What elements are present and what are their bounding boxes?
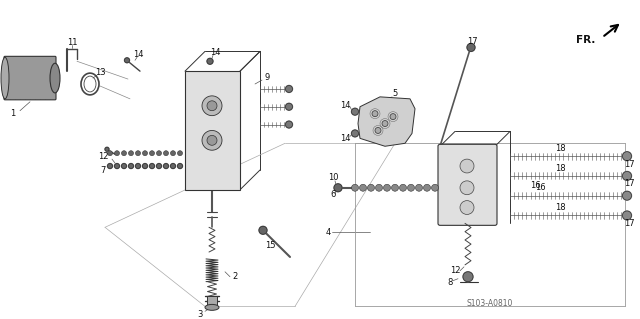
Text: 14: 14 — [340, 134, 350, 143]
Text: 12: 12 — [450, 266, 460, 275]
Circle shape — [157, 164, 161, 168]
Circle shape — [408, 184, 415, 191]
Text: 17: 17 — [624, 160, 634, 168]
Circle shape — [367, 184, 374, 191]
Text: 14: 14 — [210, 48, 220, 57]
Circle shape — [207, 101, 217, 111]
Circle shape — [108, 151, 113, 156]
Circle shape — [115, 151, 120, 156]
Text: 18: 18 — [555, 164, 565, 173]
Circle shape — [150, 164, 154, 168]
Circle shape — [375, 128, 381, 133]
Circle shape — [207, 58, 213, 64]
Ellipse shape — [1, 57, 9, 99]
Bar — [185, 71, 240, 190]
FancyBboxPatch shape — [4, 56, 56, 100]
Ellipse shape — [50, 63, 60, 93]
Circle shape — [143, 164, 147, 168]
Circle shape — [105, 147, 109, 151]
Circle shape — [399, 184, 406, 191]
Circle shape — [122, 151, 127, 156]
Text: 14: 14 — [340, 101, 350, 110]
Circle shape — [623, 191, 632, 200]
Text: 16: 16 — [534, 183, 545, 192]
Circle shape — [334, 184, 342, 192]
FancyBboxPatch shape — [438, 144, 497, 225]
Circle shape — [177, 151, 182, 156]
Text: 16: 16 — [530, 181, 540, 190]
Text: 14: 14 — [132, 50, 143, 59]
Text: 1: 1 — [10, 109, 15, 118]
Circle shape — [431, 184, 438, 191]
Circle shape — [122, 164, 127, 168]
Circle shape — [157, 151, 161, 156]
Text: 8: 8 — [447, 278, 452, 287]
Circle shape — [115, 164, 120, 168]
Circle shape — [382, 121, 388, 127]
Circle shape — [623, 172, 632, 180]
Circle shape — [460, 159, 474, 173]
Text: 7: 7 — [100, 167, 106, 175]
Circle shape — [623, 211, 632, 220]
Circle shape — [136, 164, 141, 168]
Circle shape — [360, 184, 367, 191]
Circle shape — [143, 151, 147, 156]
Text: 3: 3 — [197, 310, 203, 319]
Circle shape — [129, 151, 134, 156]
Text: 15: 15 — [265, 241, 275, 249]
Bar — [207, 296, 217, 306]
Text: 9: 9 — [264, 73, 269, 82]
Text: 17: 17 — [624, 179, 634, 188]
Text: 17: 17 — [467, 37, 477, 46]
Circle shape — [372, 111, 378, 117]
Circle shape — [163, 151, 168, 156]
Text: 13: 13 — [95, 68, 106, 77]
Text: 18: 18 — [555, 144, 565, 153]
Circle shape — [285, 121, 292, 128]
Circle shape — [460, 181, 474, 195]
Circle shape — [170, 151, 175, 156]
Circle shape — [390, 114, 396, 120]
Circle shape — [392, 184, 399, 191]
Text: 5: 5 — [392, 89, 397, 98]
Text: FR.: FR. — [575, 34, 595, 45]
Text: 11: 11 — [67, 38, 77, 47]
Circle shape — [129, 164, 134, 168]
Circle shape — [177, 164, 182, 168]
Text: S103-A0810: S103-A0810 — [467, 299, 513, 308]
Circle shape — [351, 184, 358, 191]
Circle shape — [285, 103, 292, 110]
Circle shape — [136, 151, 141, 156]
Circle shape — [351, 130, 358, 137]
Circle shape — [623, 152, 632, 160]
Circle shape — [259, 226, 267, 234]
Circle shape — [376, 184, 383, 191]
Text: 12: 12 — [98, 152, 108, 161]
Text: 17: 17 — [624, 219, 634, 228]
Text: 10: 10 — [328, 174, 339, 182]
Circle shape — [383, 184, 390, 191]
Text: 4: 4 — [325, 228, 331, 237]
Circle shape — [163, 164, 168, 168]
Circle shape — [150, 151, 154, 156]
Text: 6: 6 — [330, 190, 336, 199]
Circle shape — [207, 135, 217, 145]
Ellipse shape — [205, 304, 219, 310]
Circle shape — [202, 130, 222, 150]
Circle shape — [108, 164, 113, 168]
Circle shape — [463, 272, 473, 282]
Circle shape — [170, 164, 175, 168]
Circle shape — [467, 43, 475, 51]
Circle shape — [351, 108, 358, 115]
Circle shape — [424, 184, 431, 191]
Circle shape — [125, 58, 129, 63]
Text: 2: 2 — [232, 272, 237, 281]
Circle shape — [202, 96, 222, 115]
Circle shape — [415, 184, 422, 191]
Polygon shape — [358, 97, 415, 146]
Text: 18: 18 — [555, 203, 565, 212]
Circle shape — [285, 85, 292, 93]
Circle shape — [460, 201, 474, 214]
